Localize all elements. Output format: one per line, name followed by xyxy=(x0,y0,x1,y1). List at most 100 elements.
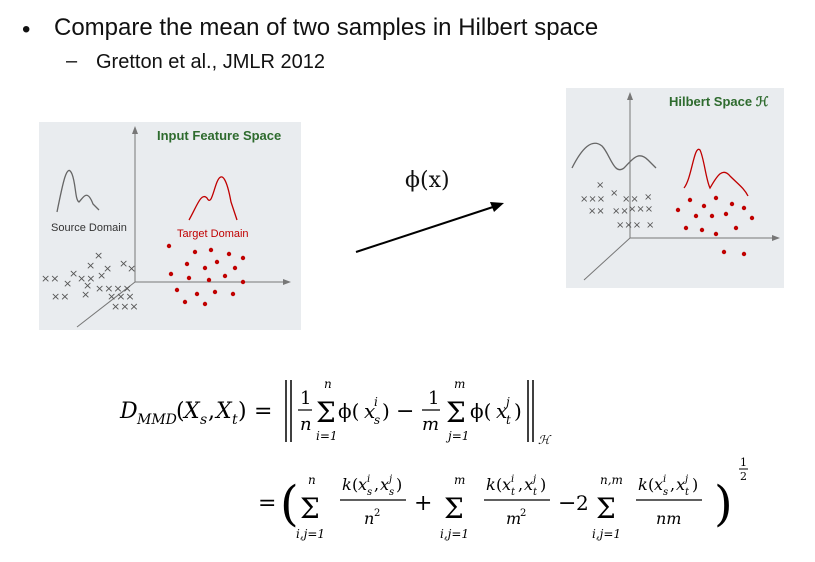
svg-text:x: x xyxy=(380,475,389,494)
svg-text:X: X xyxy=(182,399,201,424)
svg-text:×: × xyxy=(644,192,652,203)
svg-text:t: t xyxy=(685,487,690,498)
svg-text:i: i xyxy=(663,474,666,485)
svg-text:j=1: j=1 xyxy=(445,429,469,443)
svg-text:i: i xyxy=(511,474,514,485)
svg-text:2: 2 xyxy=(374,508,380,519)
svg-text:s: s xyxy=(200,412,207,428)
svg-text:2: 2 xyxy=(740,470,747,483)
target-domain-label: Target Domain xyxy=(177,228,249,240)
svg-text:2: 2 xyxy=(520,508,526,519)
svg-text:(: ( xyxy=(280,476,299,532)
formula-line-2: = ( n Σ i,j=1 k ( x i s , x j s ) n 2 + … xyxy=(258,456,748,541)
svg-text:t: t xyxy=(533,487,538,498)
svg-text:t: t xyxy=(511,487,516,498)
svg-text:,: , xyxy=(518,475,523,494)
svg-text:s: s xyxy=(389,487,394,498)
svg-text:×××: ××× xyxy=(111,300,139,313)
svg-text:−: − xyxy=(396,399,414,424)
svg-text:+: + xyxy=(414,491,432,516)
svg-text:): ) xyxy=(714,476,733,532)
svg-text:k: k xyxy=(638,475,648,494)
svg-text:): ) xyxy=(238,399,247,424)
svg-text:××: ×× xyxy=(77,272,95,285)
svg-text:x: x xyxy=(524,475,533,494)
svg-text:×××: ××× xyxy=(580,194,605,205)
svg-text:t: t xyxy=(506,413,511,427)
svg-text:nm: nm xyxy=(656,509,681,528)
mapping-arrow xyxy=(355,202,504,253)
svg-text:Σ: Σ xyxy=(446,396,466,429)
svg-text:Σ: Σ xyxy=(300,492,320,525)
svg-text:×: × xyxy=(646,220,654,231)
svg-text:j: j xyxy=(387,474,392,485)
svg-text:m: m xyxy=(506,509,521,528)
svg-text:×: × xyxy=(97,269,106,282)
svg-text:1: 1 xyxy=(428,388,439,409)
input-feature-space-figure: × × × × × ×× × ×× × × × ×××× ×× × ××× ××× Input Fe… xyxy=(39,122,301,330)
svg-text:,: , xyxy=(208,399,215,424)
svg-text:×: × xyxy=(83,279,92,292)
svg-text:x: x xyxy=(496,399,507,423)
svg-text:1: 1 xyxy=(300,388,311,409)
svg-text:×: × xyxy=(81,288,90,301)
svg-text:×: × xyxy=(94,249,103,262)
svg-text:x: x xyxy=(364,399,375,423)
svg-text:i: i xyxy=(367,474,370,485)
svg-text:=: = xyxy=(254,399,272,424)
svg-text:,: , xyxy=(670,475,675,494)
hilbert-space-figure: × × ××× ×× × ×× ×× ××× ××× × Hilbert Space ℋ xyxy=(566,88,784,288)
svg-text:×: × xyxy=(610,188,618,199)
svg-text:=: = xyxy=(258,491,276,516)
svg-text:Σ: Σ xyxy=(444,492,464,525)
svg-text:): ) xyxy=(396,475,402,494)
svg-text:ϕ(: ϕ( xyxy=(338,399,359,423)
svg-text:j: j xyxy=(531,474,536,485)
svg-text:i,j=1: i,j=1 xyxy=(296,527,325,541)
svg-text:×××: ××× xyxy=(616,220,641,231)
svg-text:(: ( xyxy=(176,399,185,424)
mmd-formula: D MMD ( X s , X t ) = 1 n n Σ i=1 ϕ( x i… xyxy=(110,372,790,552)
svg-text:(: ( xyxy=(648,475,654,494)
svg-text:n: n xyxy=(308,473,316,487)
svg-text:t: t xyxy=(232,412,238,428)
svg-text:m: m xyxy=(454,377,465,391)
svg-text:××××: ×××× xyxy=(95,282,132,295)
svg-text:D: D xyxy=(119,399,138,424)
source-domain-label: Source Domain xyxy=(51,222,127,234)
svg-text:ϕ(: ϕ( xyxy=(470,399,491,423)
svg-text:Σ: Σ xyxy=(316,396,336,429)
svg-text:n: n xyxy=(324,377,332,391)
sub-bullet-symbol: – xyxy=(66,50,78,72)
svg-text:××: ×× xyxy=(622,194,639,205)
svg-text:n,m: n,m xyxy=(600,473,623,487)
svg-text:×: × xyxy=(69,267,78,280)
formula-line-1: D MMD ( X s , X t ) = 1 n n Σ i=1 ϕ( x i… xyxy=(119,377,552,447)
svg-text:n: n xyxy=(364,509,374,528)
svg-text:i=1: i=1 xyxy=(316,429,338,443)
svg-text:i: i xyxy=(374,395,378,409)
svg-text:××: ×× xyxy=(588,206,605,217)
svg-text:x: x xyxy=(502,475,511,494)
svg-text:): ) xyxy=(692,475,698,494)
svg-text:××: ×× xyxy=(51,290,69,303)
svg-text:x: x xyxy=(676,475,685,494)
svg-text:s: s xyxy=(663,487,668,498)
svg-text:×××: ××× xyxy=(628,204,653,215)
svg-text:2: 2 xyxy=(576,491,589,515)
svg-text:(: ( xyxy=(496,475,502,494)
svg-text:×: × xyxy=(103,262,112,275)
svg-text:): ) xyxy=(382,399,390,423)
svg-text:,: , xyxy=(374,475,379,494)
svg-text:−: − xyxy=(558,491,576,516)
svg-text:s: s xyxy=(374,413,380,427)
svg-text:××: ×× xyxy=(612,206,629,217)
svg-text:×: × xyxy=(86,259,95,272)
svg-text:m: m xyxy=(422,414,439,435)
svg-text:×: × xyxy=(596,180,604,191)
svg-text:m: m xyxy=(454,473,465,487)
svg-text:k: k xyxy=(342,475,352,494)
svg-text:k: k xyxy=(486,475,496,494)
svg-text:i,j=1: i,j=1 xyxy=(440,527,469,541)
svg-text:(: ( xyxy=(352,475,358,494)
